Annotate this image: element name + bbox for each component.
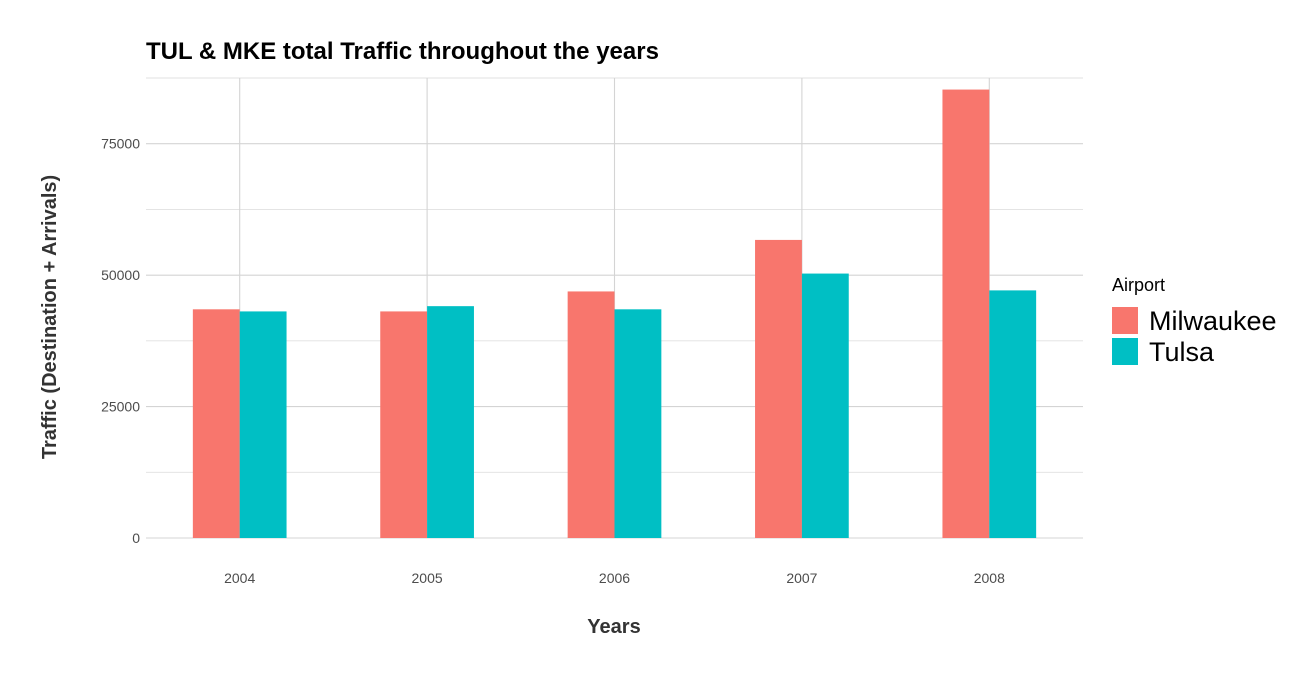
legend-swatch-tulsa bbox=[1112, 338, 1138, 365]
x-tick-label: 2005 bbox=[412, 570, 443, 586]
x-tick-label: 2006 bbox=[599, 570, 630, 586]
bar-tulsa bbox=[239, 311, 287, 538]
x-tick-label: 2007 bbox=[786, 570, 817, 586]
bar-tulsa bbox=[614, 309, 662, 538]
bar-milwaukee bbox=[192, 309, 240, 538]
y-tick-label: 50000 bbox=[101, 267, 140, 283]
legend-swatch-milwaukee bbox=[1112, 307, 1138, 334]
bar-tulsa bbox=[801, 273, 849, 538]
y-tick-label: 25000 bbox=[101, 399, 140, 415]
x-tick-label: 2004 bbox=[224, 570, 255, 586]
y-axis-title: Traffic (Destination + Arrivals) bbox=[39, 175, 61, 459]
chart-title: TUL & MKE total Traffic throughout the y… bbox=[146, 38, 659, 65]
x-axis-title: Years bbox=[587, 616, 640, 638]
bar-milwaukee bbox=[942, 89, 990, 539]
legend-label-tulsa: Tulsa bbox=[1149, 337, 1215, 367]
y-tick-label: 75000 bbox=[101, 136, 140, 152]
bar-milwaukee bbox=[755, 239, 802, 539]
bar-tulsa bbox=[989, 290, 1037, 538]
legend-title: Airport bbox=[1112, 275, 1165, 295]
bar-tulsa bbox=[427, 306, 474, 538]
bar-layer bbox=[192, 89, 1037, 539]
y-tick-label: 0 bbox=[132, 530, 140, 546]
legend-label-milwaukee: Milwaukee bbox=[1149, 306, 1277, 336]
tick-layer: 0 25000 50000 75000 2004 2005 2006 2007 2008 bbox=[101, 136, 1005, 586]
bar-milwaukee bbox=[380, 311, 428, 538]
x-tick-label: 2008 bbox=[974, 570, 1005, 586]
bar-milwaukee bbox=[567, 291, 615, 538]
